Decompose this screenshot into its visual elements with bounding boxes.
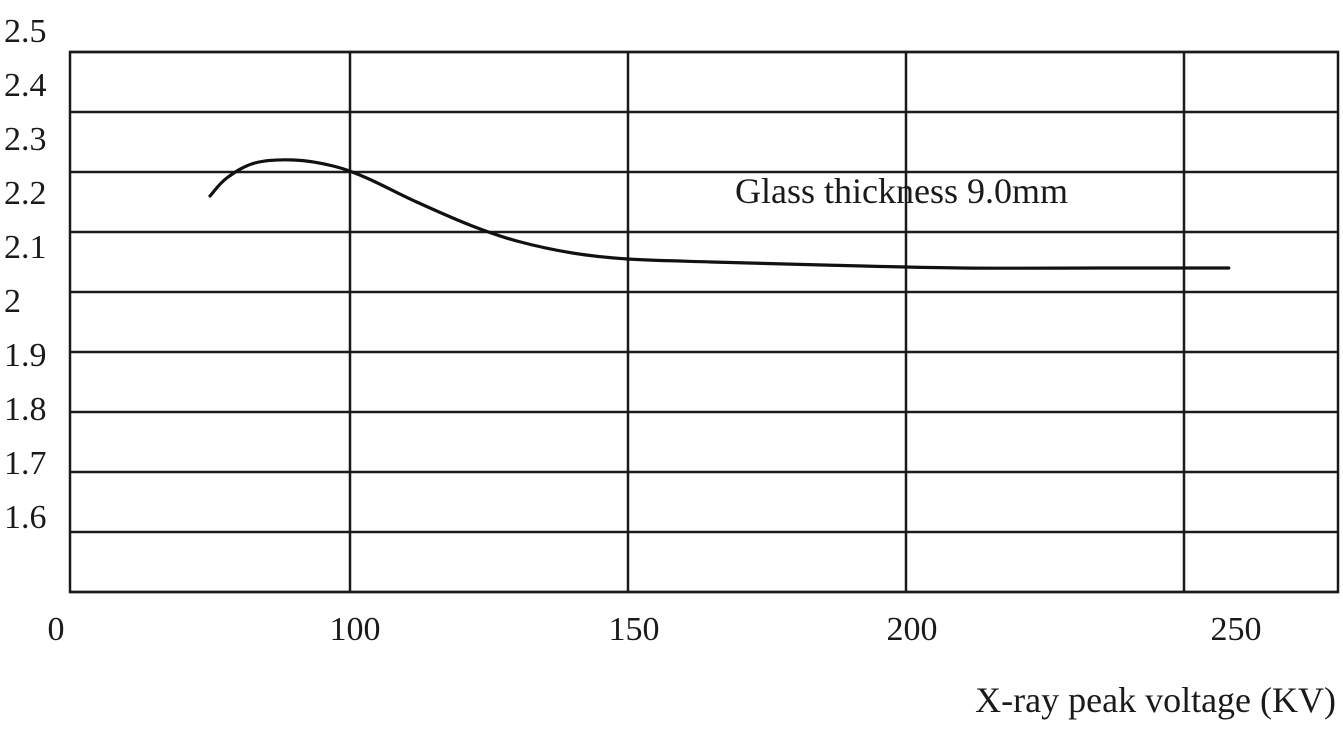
y-tick-label: 2.1 (4, 229, 47, 266)
y-tick-label: 2.2 (4, 175, 47, 212)
y-tick-label: 1.9 (4, 337, 47, 374)
series-line (208, 158, 1231, 270)
y-tick-label: 2.3 (4, 121, 47, 158)
y-tick-labels: 2.5 2.4 2.3 2.2 2.1 2 1.9 1.8 1.7 1.6 (4, 13, 47, 536)
x-tick-label: 150 (609, 611, 660, 648)
plot-frame (68, 50, 1340, 594)
vertical-gridlines (348, 52, 1186, 592)
y-tick-label: 1.8 (4, 391, 47, 428)
y-tick-label: 2 (4, 283, 21, 320)
y-tick-label: 2.5 (4, 13, 47, 50)
x-axis-title: X-ray peak voltage (KV) (975, 680, 1336, 720)
y-tick-label: 1.7 (4, 445, 47, 482)
x-tick-labels: 0 100 150 200 250 (48, 611, 1262, 648)
y-tick-label: 2.4 (4, 67, 47, 104)
x-tick-label: 0 (48, 611, 65, 648)
x-tick-label: 200 (887, 611, 938, 648)
horizontal-gridlines (70, 50, 1338, 594)
x-tick-label: 250 (1211, 611, 1262, 648)
y-tick-label: 1.6 (4, 499, 47, 536)
glass-thickness-annotation: Glass thickness 9.0mm (735, 171, 1068, 211)
x-tick-label: 100 (330, 611, 381, 648)
